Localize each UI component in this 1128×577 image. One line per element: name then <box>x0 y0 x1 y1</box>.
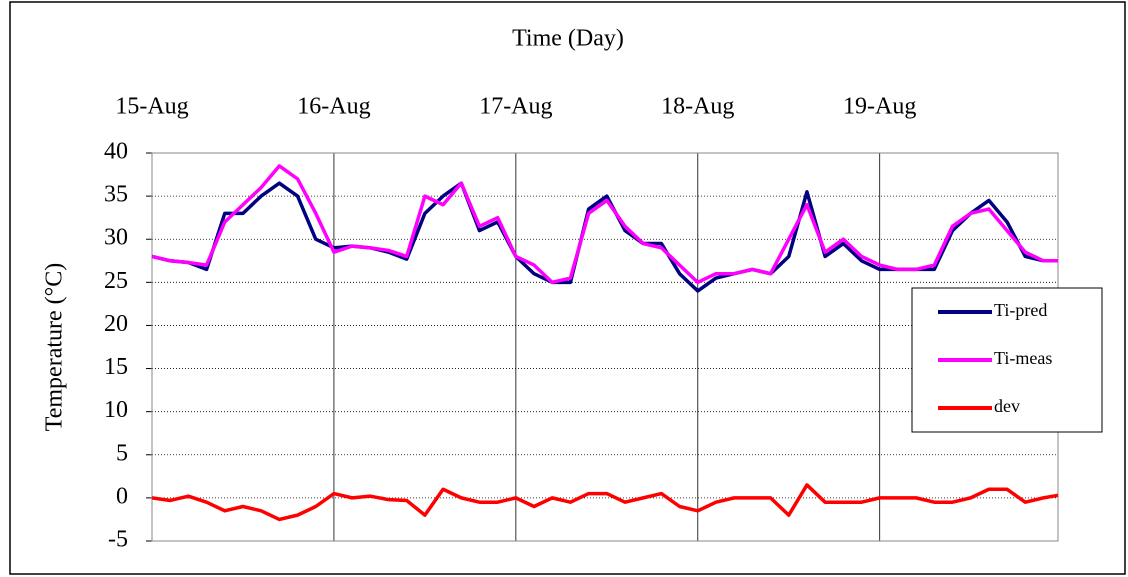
legend: Ti-pred Ti-meas dev <box>911 287 1103 433</box>
y-tick-label: 40 <box>104 139 128 165</box>
y-tick-label: 0 <box>116 483 128 509</box>
chart-title: Time (Day) <box>512 26 624 52</box>
line <box>151 181 1058 293</box>
line <box>151 483 1059 522</box>
x-tick-label: 19-Aug <box>843 94 916 120</box>
x-tick-label: 16-Aug <box>297 94 370 120</box>
y-tick-label: 30 <box>104 225 128 251</box>
x-tick-label: 15-Aug <box>115 94 188 120</box>
y-tick-label: 15 <box>104 354 128 380</box>
y-axis-label: Temperature (°C) <box>42 263 68 432</box>
legend-label: dev <box>994 396 1020 416</box>
y-tick-label: 5 <box>116 440 128 466</box>
y-tick-label: 25 <box>104 268 128 294</box>
y-tick-label: 10 <box>104 397 128 423</box>
x-tick-label: 17-Aug <box>479 94 552 120</box>
x-tick-label: 18-Aug <box>661 94 734 120</box>
line <box>151 164 1058 285</box>
frame <box>9 1 1126 575</box>
y-tick-label: 20 <box>104 311 128 337</box>
legend-label: Ti-pred <box>994 300 1047 320</box>
legend-label: Ti-meas <box>994 348 1052 368</box>
y-tick-label: 35 <box>104 182 128 208</box>
y-tick-label: -5 <box>108 527 128 553</box>
